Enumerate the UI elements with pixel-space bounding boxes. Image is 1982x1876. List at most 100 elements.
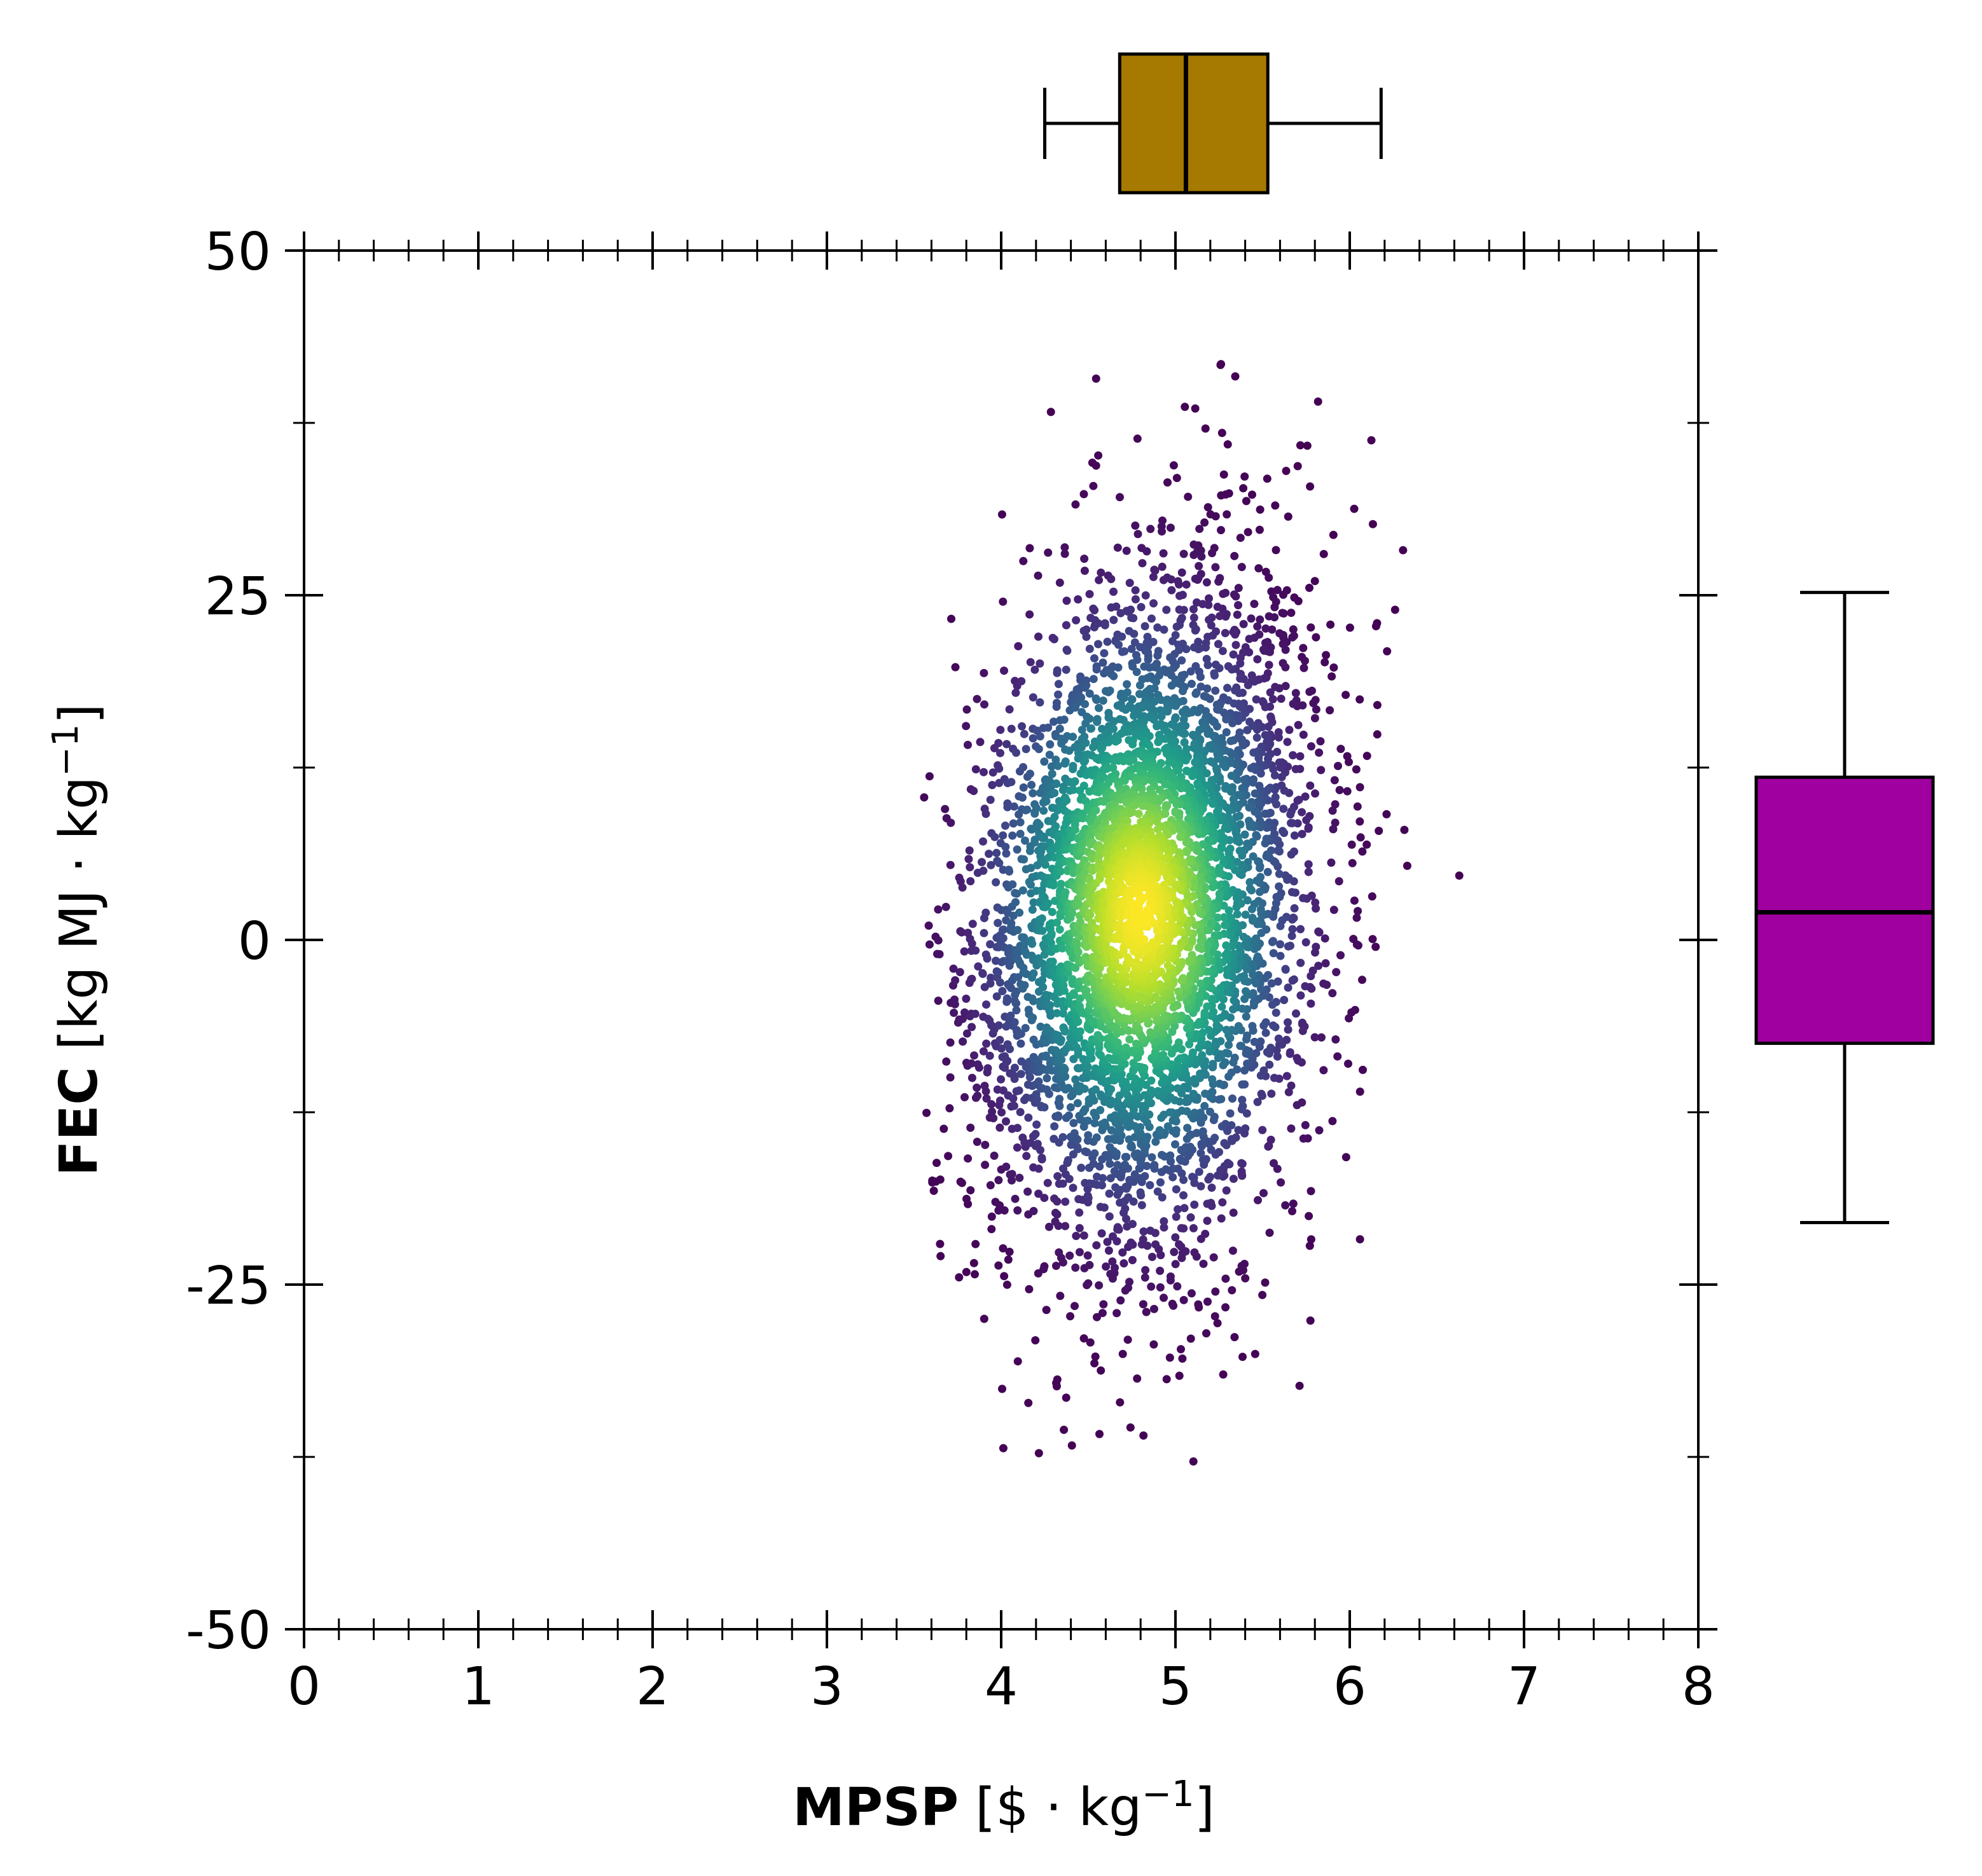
scatter-point: [1256, 505, 1265, 514]
scatter-point: [1312, 705, 1320, 714]
scatter-point: [969, 1259, 978, 1267]
scatter-point: [1099, 1300, 1108, 1309]
scatter-point: [1275, 882, 1284, 891]
scatter-point: [1003, 995, 1012, 1004]
scatter-point: [1252, 831, 1261, 839]
scatter-point: [1270, 796, 1279, 805]
scatter-point: [1243, 1031, 1252, 1040]
scatter-point: [1221, 629, 1230, 637]
scatter-point: [1298, 808, 1306, 817]
scatter-point: [1133, 530, 1142, 539]
scatter-point: [1240, 775, 1249, 784]
scatter-point: [1040, 1194, 1049, 1203]
scatter-point: [946, 818, 955, 827]
scatter-point: [1024, 1398, 1033, 1407]
scatter-point: [1086, 910, 1095, 919]
scatter-point: [1231, 592, 1240, 601]
scatter-point: [1334, 877, 1343, 886]
scatter-point: [988, 768, 997, 777]
scatter-point: [1222, 728, 1231, 736]
scatter-point: [1211, 563, 1220, 572]
scatter-point: [1233, 610, 1242, 619]
scatter-point: [1299, 730, 1308, 739]
scatter-point: [1272, 893, 1281, 901]
scatter-point: [1231, 630, 1240, 639]
scatter-point: [1103, 1238, 1112, 1246]
scatter-point: [1189, 551, 1198, 560]
scatter-point: [1005, 867, 1014, 876]
scatter-point: [999, 597, 1008, 606]
scatter-point: [1241, 1124, 1250, 1133]
scatter-point: [1249, 998, 1258, 1007]
scatter-point: [1306, 999, 1315, 1008]
scatter-point: [1180, 1082, 1189, 1091]
scatter-point: [1455, 871, 1464, 880]
scatter-point: [1122, 546, 1131, 555]
scatter-point: [1048, 907, 1057, 916]
scatter-point: [1001, 843, 1010, 852]
scatter-point: [1226, 736, 1235, 745]
scatter-point: [1299, 893, 1308, 902]
scatter-point: [1075, 1002, 1084, 1010]
scatter-point: [1132, 1039, 1140, 1048]
scatter-point: [1291, 764, 1300, 773]
scatter-point: [1253, 622, 1262, 631]
scatter-point: [1038, 927, 1047, 935]
scatter-point: [1265, 1229, 1274, 1237]
scatter-point: [1059, 1164, 1067, 1173]
scatter-point: [1236, 534, 1245, 542]
scatter-point: [957, 1178, 966, 1187]
scatter-point: [1156, 1266, 1165, 1275]
scatter-point: [1299, 1134, 1308, 1143]
scatter-point: [1080, 567, 1089, 575]
scatter-point: [974, 962, 983, 971]
scatter-point: [1341, 691, 1350, 700]
scatter-point: [1224, 1040, 1233, 1049]
scatter-point: [1281, 645, 1290, 654]
scatter-point: [1116, 1398, 1125, 1407]
scatter-point: [1227, 1135, 1236, 1143]
scatter-point: [1097, 569, 1105, 577]
scatter-point: [1276, 921, 1285, 930]
scatter-point: [1289, 751, 1298, 760]
scatter-point: [1175, 591, 1184, 600]
scatter-point: [1055, 1094, 1064, 1103]
scatter-point: [1173, 1282, 1182, 1291]
scatter-point: [1239, 619, 1248, 628]
scatter-point: [1203, 1297, 1212, 1306]
scatter-point: [1173, 1084, 1182, 1093]
scatter-point: [1151, 566, 1160, 575]
scatter-point: [1052, 944, 1061, 953]
scatter-point: [1288, 976, 1297, 985]
scatter-point: [1064, 1084, 1073, 1093]
scatter-point: [1090, 654, 1098, 663]
scatter-point: [987, 974, 995, 982]
scatter-point: [1013, 926, 1022, 934]
scatter-point: [1013, 889, 1021, 898]
scatter-point: [1243, 896, 1252, 905]
scatter-point: [973, 1083, 981, 1092]
scatter-point: [1168, 1164, 1177, 1173]
scatter-point: [1354, 907, 1362, 916]
scatter-point: [1159, 549, 1168, 558]
scatter-point: [1224, 1072, 1233, 1081]
scatter-point: [1121, 1043, 1130, 1052]
scatter-point: [1055, 1248, 1064, 1257]
scatter-point: [1054, 680, 1063, 689]
scatter-point: [1098, 1181, 1106, 1190]
scatter-point: [1232, 836, 1241, 845]
scatter-point: [1261, 624, 1270, 633]
scatter-point: [1052, 702, 1061, 711]
scatter-point: [1020, 855, 1029, 864]
scatter-point: [1029, 693, 1037, 702]
scatter-point: [1027, 864, 1036, 872]
scatter-point: [995, 978, 1004, 987]
scatter-point: [1056, 867, 1065, 876]
scatter-point: [1140, 935, 1149, 944]
scatter-point: [1100, 669, 1109, 678]
scatter-point: [1207, 621, 1216, 630]
scatter-point: [1287, 888, 1296, 897]
scatter-point: [1119, 1259, 1128, 1268]
scatter-point: [1091, 374, 1100, 383]
scatter-point: [1005, 1248, 1014, 1256]
